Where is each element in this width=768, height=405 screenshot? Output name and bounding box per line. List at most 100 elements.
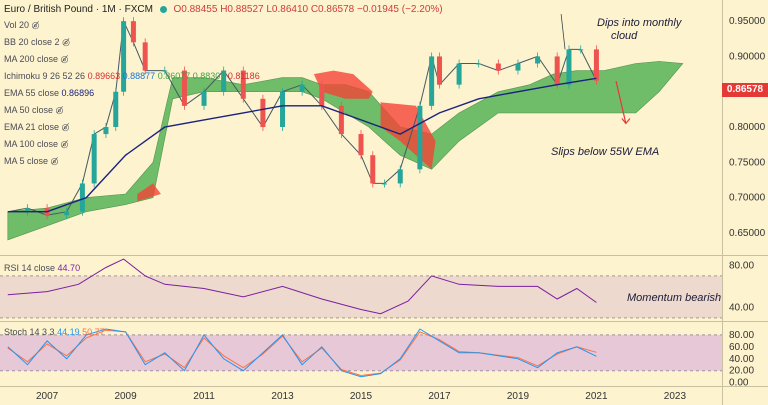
ichimoku-value-5: 0.81186 (227, 71, 260, 81)
candle-body (593, 49, 599, 81)
eye-hidden-icon[interactable]: ◎̸ (31, 20, 40, 30)
candle-body (79, 183, 85, 212)
candle-body (121, 21, 127, 92)
x-tick-label: 2013 (271, 391, 294, 402)
candle-body (113, 91, 119, 127)
candle-body (566, 49, 572, 85)
legend-ma50[interactable]: MA 50 close ◎̸ (4, 105, 63, 116)
legend-bb-label: BB 20 close 2 (4, 37, 60, 47)
eye-hidden-icon[interactable]: ◎̸ (55, 105, 64, 115)
x-tick-label: 2007 (36, 391, 59, 402)
ichimoku-cloud-bearish (137, 183, 161, 202)
rsi-tick-label: 80.00 (729, 260, 754, 271)
x-tick-label: 2017 (428, 391, 451, 402)
legend-ema21-label: EMA 21 close (4, 122, 60, 132)
stoch-band (0, 334, 722, 371)
stoch-legend[interactable]: Stoch 14 3 3 44.19 50.77 (4, 327, 105, 337)
candle-body (338, 105, 344, 135)
candle-body (201, 91, 207, 106)
ichimoku-value-3: 0.86077 (157, 71, 191, 81)
stoch-tick-label: 20.00 (729, 366, 754, 377)
price-tick-label: 0.65000 (729, 228, 766, 239)
candle-body (260, 98, 266, 127)
candle-body (456, 63, 462, 85)
candle-body (476, 63, 482, 65)
eye-hidden-icon[interactable]: ◎̸ (61, 122, 70, 132)
candle-body (24, 208, 30, 212)
rsi-tick-label: 40.00 (729, 302, 754, 313)
candle-body (64, 211, 70, 216)
annotation-slips: Slips below 55W EMA (551, 146, 660, 158)
candle-body (515, 63, 521, 71)
price-tick-label: 0.75000 (729, 157, 766, 168)
chart-header: Euro / British Pound · 1M · FXCM O0.8845… (4, 4, 443, 15)
ichimoku-cloud-bearish (313, 70, 373, 99)
legend-ichimoku-label: Ichimoku 9 26 52 26 (4, 71, 86, 81)
eye-hidden-icon[interactable]: ◎̸ (60, 139, 69, 149)
ichimoku-value-2: 0.88877 (122, 71, 156, 81)
symbol-title: Euro / British Pound · 1M · FXCM (4, 4, 153, 15)
rsi-band (0, 275, 722, 318)
candle-body (358, 134, 364, 156)
annotation-arrowhead (621, 118, 631, 125)
x-tick-label: 2023 (664, 391, 687, 402)
x-tick-label: 2015 (350, 391, 373, 402)
legend-ma200-label: MA 200 close (4, 54, 59, 64)
candle-body (382, 183, 388, 185)
x-tick-label: 2019 (507, 391, 530, 402)
legend-ma5[interactable]: MA 5 close ◎̸ (4, 156, 58, 167)
eye-hidden-icon[interactable]: ◎̸ (50, 156, 59, 166)
candle-body (240, 70, 246, 99)
annotation-pointer (560, 14, 566, 50)
legend-vol-label: Vol 20 (4, 20, 30, 30)
stoch-tick-label: 80.00 (729, 330, 754, 341)
stoch-tick-label: 0.00 (729, 378, 749, 389)
legend-ichimoku[interactable]: Ichimoku 9 26 52 26 0.89663 0.88877 0.86… (4, 71, 260, 81)
annotation-momentum: Momentum bearish (627, 292, 722, 304)
candle-body (429, 56, 435, 106)
ichimoku-value-1: 0.89663 (87, 71, 121, 81)
ichimoku-value-4: 0.88307 (192, 71, 226, 81)
price-tick-label: 0.70000 (729, 193, 766, 204)
rsi-label: RSI 14 close (4, 263, 56, 273)
legend-ema21[interactable]: EMA 21 close ◎̸ (4, 122, 69, 133)
price-tick-label: 0.95000 (729, 16, 766, 27)
price-tick-label: 0.80000 (729, 122, 766, 133)
eye-hidden-icon[interactable]: ◎̸ (60, 54, 69, 64)
stoch-label: Stoch 14 3 3 (4, 327, 55, 337)
candle-body (103, 127, 109, 135)
legend-ma50-label: MA 50 close (4, 105, 54, 115)
stoch-k-value: 44.19 (57, 327, 80, 337)
x-tick-label: 2011 (193, 391, 215, 402)
x-tick-label: 2021 (585, 391, 608, 402)
price-tick-label: 0.90000 (729, 51, 766, 62)
candle-body (299, 84, 305, 92)
rsi-legend[interactable]: RSI 14 close 44.70 (4, 263, 80, 273)
legend-ema55[interactable]: EMA 55 close 0.86896 (4, 88, 94, 98)
candle-body (130, 21, 136, 43)
x-tick-label: 2009 (114, 391, 137, 402)
annotation-dips-line1: Dips into monthly (597, 17, 682, 29)
candle-body (417, 105, 423, 170)
candle-body (91, 134, 97, 184)
legend-ma200[interactable]: MA 200 close ◎̸ (4, 54, 68, 65)
candle-body (578, 49, 584, 51)
eye-hidden-icon[interactable]: ◎̸ (62, 37, 70, 47)
stoch-k-line (7, 328, 597, 378)
candle-body (397, 169, 403, 184)
stoch-tick-label: 40.00 (729, 354, 754, 365)
legend-ma100[interactable]: MA 100 close ◎̸ (4, 139, 68, 150)
rsi-line (7, 258, 597, 315)
candle-body (436, 56, 442, 85)
stoch-d-value: 50.77 (82, 327, 105, 337)
candle-body (319, 84, 325, 106)
candle-body (280, 91, 286, 127)
legend-vol[interactable]: Vol 20 ◎̸ (4, 20, 39, 31)
candle-body (554, 56, 560, 85)
stoch-d-line (7, 329, 597, 377)
candle-body (162, 70, 168, 72)
ema55-line (7, 77, 597, 213)
legend-bb[interactable]: BB 20 close 2 ◎̸ (4, 37, 70, 48)
annotation-dips-line2: cloud (611, 30, 638, 42)
